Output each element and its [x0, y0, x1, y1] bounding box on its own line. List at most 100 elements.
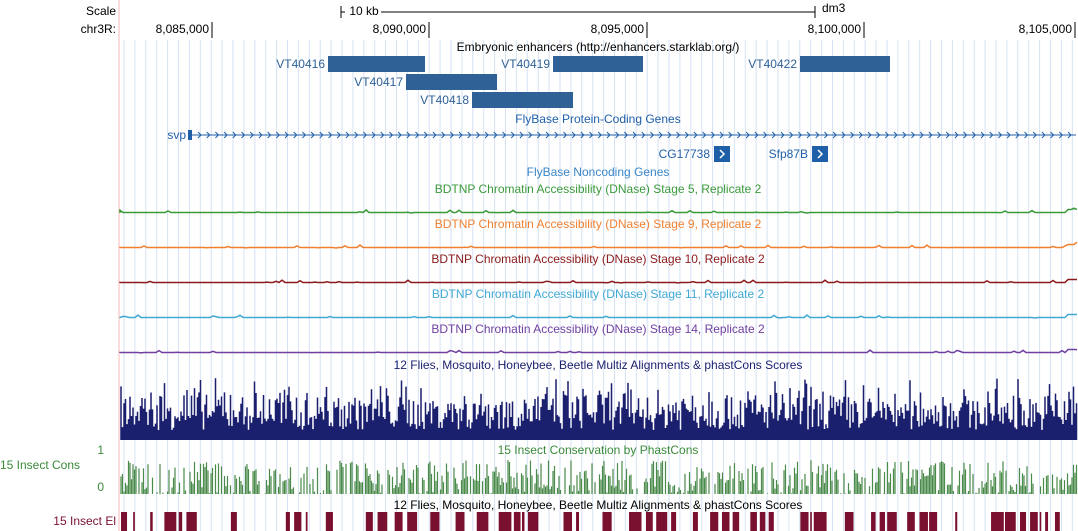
gene — [812, 146, 828, 162]
strand-arrow — [676, 131, 681, 139]
strand-arrow — [867, 131, 872, 139]
strand-arrow — [406, 131, 411, 139]
strand-arrow — [215, 131, 220, 139]
track-title: BDTNP Chromatin Accessibility (DNase) St… — [435, 217, 762, 231]
element — [563, 512, 573, 531]
signal — [119, 348, 1078, 354]
strand-arrow — [693, 131, 698, 139]
strand-arrow — [832, 131, 837, 139]
strand-arrow — [815, 131, 820, 139]
signal — [119, 313, 1077, 319]
strand-arrow — [467, 131, 472, 139]
grid — [123, 40, 1073, 531]
strand-arrow — [519, 131, 524, 139]
strand-arrow — [336, 131, 341, 139]
enhancer — [328, 56, 425, 72]
element — [721, 512, 730, 531]
element — [732, 512, 740, 531]
strand-arrow — [302, 131, 307, 139]
strand-arrow — [1050, 131, 1055, 139]
strand-arrow — [937, 131, 942, 139]
strand-arrow — [710, 131, 716, 139]
element — [476, 512, 489, 531]
element — [629, 512, 642, 531]
strand-arrow — [641, 131, 646, 139]
ruler-label: 8,105,000 — [1019, 22, 1073, 36]
element — [907, 512, 915, 531]
strand-arrow — [817, 149, 824, 159]
strand-arrow — [458, 131, 463, 139]
element — [1019, 512, 1027, 531]
element — [498, 512, 512, 531]
element — [800, 512, 809, 531]
element — [768, 512, 774, 531]
signal — [119, 207, 1078, 214]
element — [186, 512, 197, 531]
scale-bg — [345, 4, 381, 20]
strand-arrow — [702, 131, 707, 139]
element — [879, 512, 885, 531]
strand-arrow — [841, 131, 846, 139]
ruler-label: 8,085,000 — [156, 22, 210, 36]
element — [810, 512, 812, 531]
element — [645, 512, 653, 531]
strand-arrow — [658, 131, 663, 139]
track-label: 15 Insect Cons — [0, 458, 80, 472]
strand-arrow — [858, 131, 863, 139]
track-title: 15 Insect Conservation by PhastCons — [498, 443, 699, 457]
strand-arrow — [293, 131, 298, 139]
strand-arrow — [884, 131, 890, 139]
track-label: 15 Insect El — [53, 514, 116, 528]
chrom-label: chr3R: — [81, 22, 116, 36]
element — [1039, 512, 1042, 531]
element — [164, 512, 177, 531]
strand-arrow — [536, 131, 542, 139]
strand-arrow — [362, 131, 368, 139]
axis-min: 0 — [97, 480, 104, 494]
element — [121, 512, 128, 531]
track-title: 12 Flies, Mosquito, Honeybee, Beetle Mul… — [394, 358, 803, 372]
gene-label: Sfp87B — [769, 147, 808, 161]
strand-arrow — [597, 131, 602, 139]
strand-arrow — [989, 131, 994, 139]
enhancer — [406, 74, 497, 90]
strand-arrow — [945, 131, 950, 139]
strand-arrow — [789, 131, 794, 139]
element — [294, 512, 302, 531]
strand-arrow — [206, 131, 211, 139]
strand-arrow — [354, 131, 359, 139]
enhancer-label: VT40422 — [748, 57, 797, 71]
strand-arrow — [432, 131, 437, 139]
element — [150, 512, 153, 531]
strand-arrow — [545, 131, 550, 139]
ruler-label: 8,100,000 — [808, 22, 862, 36]
signal — [119, 241, 1078, 249]
element — [285, 512, 290, 531]
strand-arrow — [1067, 131, 1072, 139]
strand-arrow — [998, 131, 1003, 139]
element — [955, 512, 958, 531]
gene-exon — [188, 130, 192, 140]
strand-arrow — [719, 131, 724, 139]
strand-arrow — [232, 131, 237, 139]
track-title: BDTNP Chromatin Accessibility (DNase) St… — [432, 287, 765, 301]
element — [671, 512, 677, 531]
element — [305, 512, 308, 531]
element — [394, 512, 403, 531]
strand-arrow — [763, 131, 768, 139]
scale-bar-label: 10 kb — [349, 4, 379, 18]
strand-arrow — [380, 131, 385, 139]
element — [813, 512, 827, 531]
strand-arrow — [1058, 131, 1064, 139]
strand-arrow — [667, 131, 672, 139]
track-title: BDTNP Chromatin Accessibility (DNase) St… — [431, 252, 765, 266]
strand-arrow — [476, 131, 481, 139]
strand-arrow — [589, 131, 594, 139]
strand-arrow — [954, 131, 959, 139]
strand-arrow — [319, 131, 324, 139]
strand-arrow — [310, 131, 315, 139]
strand-arrow — [684, 131, 689, 139]
strand-arrow — [919, 131, 924, 139]
element — [325, 512, 333, 531]
strand-arrow — [389, 131, 394, 139]
